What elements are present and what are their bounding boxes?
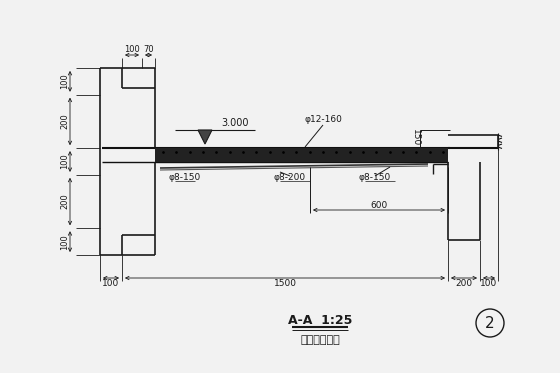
Text: 《入口雨蓬》: 《入口雨蓬》 <box>300 335 340 345</box>
Text: 100: 100 <box>60 73 69 89</box>
Text: 1500: 1500 <box>273 279 296 288</box>
Text: 100: 100 <box>60 154 69 169</box>
Text: φ12-160: φ12-160 <box>304 116 342 125</box>
Text: 3.000: 3.000 <box>221 118 249 128</box>
Text: φ8-200: φ8-200 <box>274 173 306 182</box>
Text: 150: 150 <box>410 129 419 147</box>
Text: 100: 100 <box>480 279 498 288</box>
Text: φ8-150: φ8-150 <box>169 173 201 182</box>
Text: 200: 200 <box>60 194 69 210</box>
Text: 100: 100 <box>102 279 120 288</box>
Text: 100: 100 <box>60 234 69 250</box>
Polygon shape <box>198 130 212 144</box>
Text: 100: 100 <box>124 46 140 54</box>
Bar <box>155 148 448 162</box>
Text: 2: 2 <box>485 316 495 330</box>
Text: A-A  1:25: A-A 1:25 <box>288 313 352 326</box>
Text: 70: 70 <box>143 46 154 54</box>
Text: 600: 600 <box>370 201 388 210</box>
Text: 200: 200 <box>60 113 69 129</box>
Text: φ8-150: φ8-150 <box>359 173 391 182</box>
Text: 200: 200 <box>455 279 473 288</box>
